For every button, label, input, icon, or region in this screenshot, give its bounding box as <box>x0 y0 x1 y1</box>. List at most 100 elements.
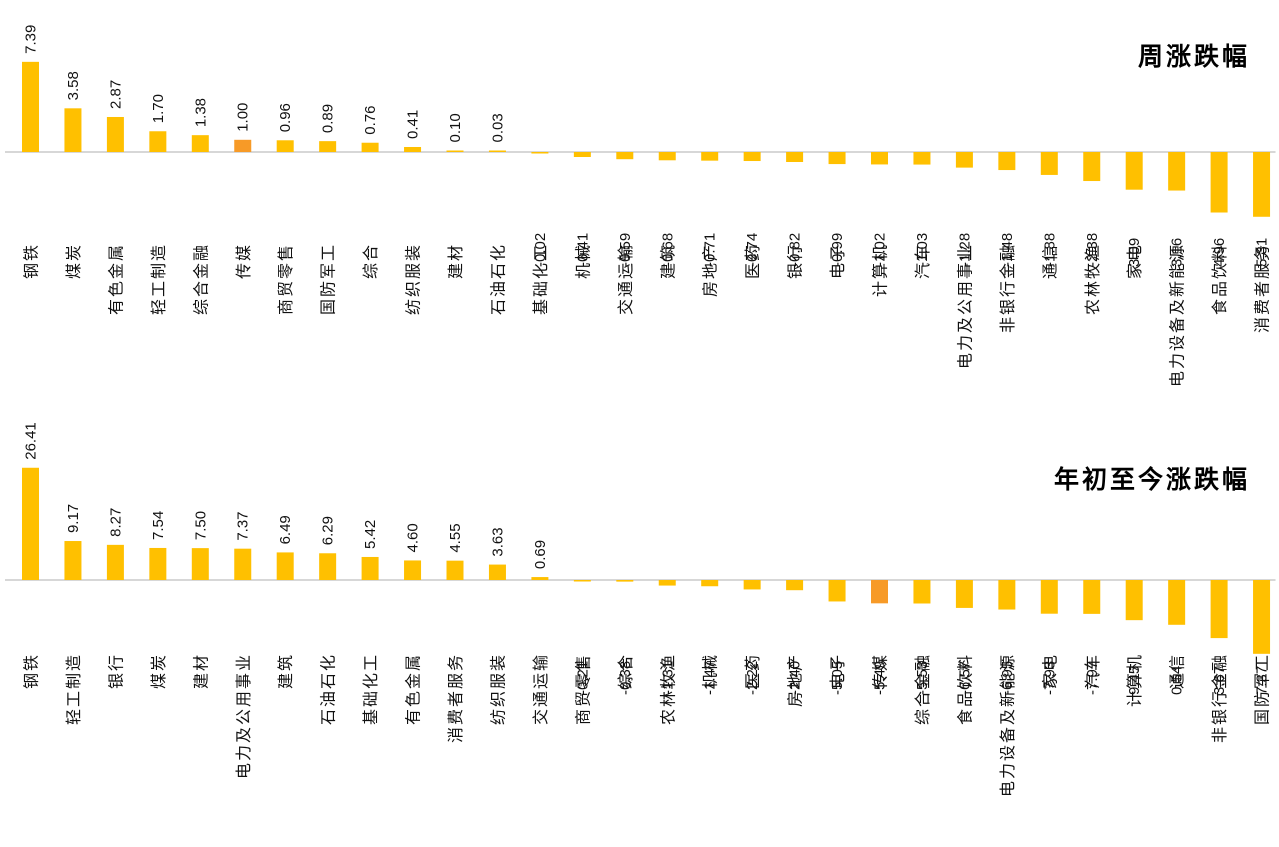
data-label: 0.69 <box>532 540 549 569</box>
bar <box>64 541 82 580</box>
data-label: 7.50 <box>192 511 209 540</box>
bar <box>1040 580 1058 614</box>
data-label: -0.02 <box>532 233 549 267</box>
data-label: 1.38 <box>192 98 209 127</box>
data-label: -6.57 <box>956 661 973 695</box>
data-label: 3.09 <box>1126 238 1143 267</box>
category-label: 商贸零售 <box>573 653 592 725</box>
category-label: 煤炭 <box>149 653 168 689</box>
bar <box>1210 580 1228 639</box>
bar <box>658 152 676 161</box>
data-label: -1.31 <box>659 661 676 695</box>
category-label: 汽车 <box>1083 653 1102 689</box>
data-label: 0.41 <box>405 110 422 139</box>
bar <box>743 580 761 590</box>
data-label: -0.68 <box>659 233 676 267</box>
category-label: 轻工制造 <box>149 243 168 315</box>
data-label: 3.58 <box>65 71 82 100</box>
data-label: -7.97 <box>1084 661 1101 695</box>
bar <box>22 61 39 153</box>
weekly-chart-title: 周涨跌幅 <box>1138 42 1250 71</box>
bar <box>106 544 124 580</box>
category-label: 电力设备及新能源 <box>998 653 1017 797</box>
category-label: 非银行金融 <box>998 243 1017 333</box>
category-label: 银行 <box>106 653 125 689</box>
bar <box>106 116 124 152</box>
bar <box>786 580 804 591</box>
bar <box>573 152 591 158</box>
category-label: 综合 <box>616 653 635 689</box>
bar <box>1210 152 1228 213</box>
category-label: 国防军工 <box>319 243 338 315</box>
data-label: -5.49 <box>872 661 889 695</box>
category-label: 有色金属 <box>106 243 125 315</box>
bar <box>658 580 676 586</box>
bar <box>1253 152 1271 217</box>
data-label: 5.42 <box>362 520 379 549</box>
category-label: 钢铁 <box>22 653 41 689</box>
bar <box>1253 580 1271 654</box>
bar <box>488 564 506 580</box>
bar <box>1168 152 1186 191</box>
bar <box>573 580 591 582</box>
bar <box>319 141 337 152</box>
data-label: 3.63 <box>489 527 506 556</box>
category-label: 消费者服务 <box>1253 243 1272 333</box>
data-label: -0.41 <box>574 233 591 267</box>
bar <box>913 580 931 604</box>
bar <box>701 152 719 161</box>
category-label: 钢铁 <box>22 243 41 279</box>
bar <box>913 152 931 165</box>
data-label: 7.39 <box>23 25 40 54</box>
bar <box>361 142 379 152</box>
data-label: 6.29 <box>320 516 337 545</box>
data-label: -2.40 <box>787 661 804 695</box>
category-label: 商贸零售 <box>276 243 295 315</box>
data-label: 26.41 <box>23 422 40 460</box>
data-label: -2.22 <box>744 661 761 695</box>
category-label: 综合 <box>361 243 380 279</box>
data-label: 0.89 <box>320 104 337 133</box>
category-label: 纺织服装 <box>488 653 507 725</box>
bar <box>404 146 422 152</box>
category-label: 非银行金融 <box>1210 653 1229 743</box>
bar <box>531 152 549 154</box>
bar <box>488 150 506 152</box>
bar <box>276 552 294 580</box>
category-label: 纺织服装 <box>404 243 423 315</box>
category-label: 传媒 <box>234 243 253 279</box>
data-label: -1.28 <box>956 233 973 267</box>
category-label: 机械 <box>701 653 720 689</box>
category-label: 汽车 <box>913 243 932 279</box>
data-label: 7.37 <box>235 511 252 540</box>
category-label: 消费者服务 <box>446 653 465 743</box>
data-label: -2.38 <box>1084 233 1101 267</box>
category-label: 有色金属 <box>404 653 423 725</box>
data-label: 0.76 <box>362 106 379 135</box>
category-label: 石油石化 <box>319 653 338 725</box>
bar <box>786 152 804 163</box>
data-label: -0.99 <box>829 233 846 267</box>
data-label: 6.49 <box>277 515 294 544</box>
bar <box>998 580 1016 610</box>
data-label: -5.53 <box>914 661 931 695</box>
bar <box>1125 580 1143 621</box>
category-label: 国防军工 <box>1253 653 1272 725</box>
category-label: 煤炭 <box>64 243 83 279</box>
category-label: 建材 <box>191 653 210 689</box>
bar <box>998 152 1016 171</box>
category-label: 农林牧渔 <box>658 653 677 725</box>
data-label: 7.54 <box>150 511 167 540</box>
category-label: 计算机 <box>871 243 890 297</box>
bar <box>616 152 634 160</box>
category-label: 房地产 <box>701 243 720 297</box>
data-label: -1.03 <box>914 233 931 267</box>
data-label: 2.87 <box>107 80 124 109</box>
category-label: 电力设备及新能源 <box>1168 243 1187 387</box>
category-label: 家电 <box>1125 243 1144 279</box>
data-label: -7.93 <box>1041 661 1058 695</box>
category-label: 交通运输 <box>531 653 550 725</box>
data-label: 9.17 <box>65 504 82 533</box>
bar <box>149 131 167 152</box>
bar <box>234 139 252 152</box>
